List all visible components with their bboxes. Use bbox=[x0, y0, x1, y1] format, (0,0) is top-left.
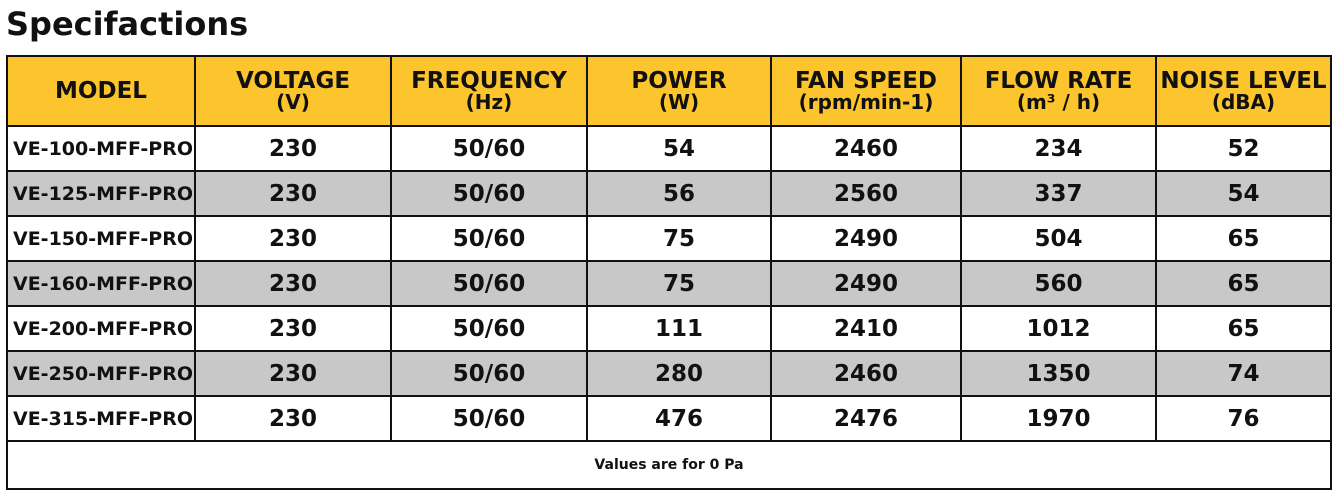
cell-noise-level: 76 bbox=[1155, 395, 1332, 442]
cell-flow-rate: 504 bbox=[960, 215, 1157, 262]
cell-model: VE-150-MFF-PRO bbox=[6, 215, 196, 262]
header-noise-level: NOISE LEVEL (dBA) bbox=[1155, 55, 1332, 127]
header-row: MODEL VOLTAGE (V) FREQUENCY (Hz) POWER (… bbox=[6, 55, 1332, 127]
header-label: VOLTAGE bbox=[235, 68, 351, 94]
header-frequency: FREQUENCY (Hz) bbox=[390, 55, 588, 127]
cell-frequency: 50/60 bbox=[390, 125, 588, 172]
cell-noise-level: 65 bbox=[1155, 215, 1332, 262]
cell-flow-rate: 1350 bbox=[960, 350, 1157, 397]
cell-power: 75 bbox=[586, 260, 772, 307]
header-label: FLOW RATE bbox=[984, 68, 1133, 94]
table-row: VE-160-MFF-PRO 230 50/60 75 2490 560 65 bbox=[6, 260, 1332, 307]
cell-fan-speed: 2560 bbox=[770, 170, 962, 217]
cell-power: 476 bbox=[586, 395, 772, 442]
cell-voltage: 230 bbox=[194, 170, 392, 217]
header-voltage: VOLTAGE (V) bbox=[194, 55, 392, 127]
cell-voltage: 230 bbox=[194, 125, 392, 172]
cell-power: 111 bbox=[586, 305, 772, 352]
cell-power: 280 bbox=[586, 350, 772, 397]
header-power: POWER (W) bbox=[586, 55, 772, 127]
cell-voltage: 230 bbox=[194, 395, 392, 442]
header-unit: (m³ / h) bbox=[1016, 90, 1101, 114]
cell-frequency: 50/60 bbox=[390, 215, 588, 262]
header-flow-rate: FLOW RATE (m³ / h) bbox=[960, 55, 1157, 127]
specifications-table: MODEL VOLTAGE (V) FREQUENCY (Hz) POWER (… bbox=[6, 55, 1332, 490]
cell-voltage: 230 bbox=[194, 305, 392, 352]
cell-frequency: 50/60 bbox=[390, 260, 588, 307]
page-title: Specifactions bbox=[6, 5, 249, 43]
table-row: VE-100-MFF-PRO 230 50/60 54 2460 234 52 bbox=[6, 125, 1332, 172]
table-row: VE-250-MFF-PRO 230 50/60 280 2460 1350 7… bbox=[6, 350, 1332, 397]
header-unit: (V) bbox=[276, 90, 310, 114]
header-unit: (Hz) bbox=[465, 90, 513, 114]
cell-fan-speed: 2490 bbox=[770, 215, 962, 262]
cell-fan-speed: 2460 bbox=[770, 350, 962, 397]
cell-model: VE-160-MFF-PRO bbox=[6, 260, 196, 307]
table-row: VE-200-MFF-PRO 230 50/60 111 2410 1012 6… bbox=[6, 305, 1332, 352]
cell-noise-level: 65 bbox=[1155, 260, 1332, 307]
cell-power: 75 bbox=[586, 215, 772, 262]
table-row: VE-315-MFF-PRO 230 50/60 476 2476 1970 7… bbox=[6, 395, 1332, 442]
table-row: VE-150-MFF-PRO 230 50/60 75 2490 504 65 bbox=[6, 215, 1332, 262]
header-label: MODEL bbox=[55, 78, 147, 104]
cell-frequency: 50/60 bbox=[390, 395, 588, 442]
cell-fan-speed: 2460 bbox=[770, 125, 962, 172]
cell-voltage: 230 bbox=[194, 260, 392, 307]
cell-model: VE-315-MFF-PRO bbox=[6, 395, 196, 442]
cell-flow-rate: 560 bbox=[960, 260, 1157, 307]
header-unit: (dBA) bbox=[1211, 90, 1276, 114]
header-fan-speed: FAN SPEED (rpm/min-1) bbox=[770, 55, 962, 127]
cell-power: 56 bbox=[586, 170, 772, 217]
cell-flow-rate: 337 bbox=[960, 170, 1157, 217]
cell-voltage: 230 bbox=[194, 215, 392, 262]
cell-flow-rate: 1012 bbox=[960, 305, 1157, 352]
cell-fan-speed: 2410 bbox=[770, 305, 962, 352]
cell-frequency: 50/60 bbox=[390, 350, 588, 397]
cell-frequency: 50/60 bbox=[390, 305, 588, 352]
cell-fan-speed: 2490 bbox=[770, 260, 962, 307]
cell-noise-level: 74 bbox=[1155, 350, 1332, 397]
cell-flow-rate: 234 bbox=[960, 125, 1157, 172]
header-label: FAN SPEED bbox=[794, 68, 938, 94]
header-unit: (rpm/min-1) bbox=[798, 90, 934, 114]
cell-model: VE-100-MFF-PRO bbox=[6, 125, 196, 172]
cell-frequency: 50/60 bbox=[390, 170, 588, 217]
cell-fan-speed: 2476 bbox=[770, 395, 962, 442]
cell-voltage: 230 bbox=[194, 350, 392, 397]
header-label: FREQUENCY bbox=[411, 68, 567, 94]
cell-flow-rate: 1970 bbox=[960, 395, 1157, 442]
header-label: POWER bbox=[631, 68, 727, 94]
cell-noise-level: 52 bbox=[1155, 125, 1332, 172]
header-label: NOISE LEVEL bbox=[1160, 68, 1327, 94]
cell-model: VE-200-MFF-PRO bbox=[6, 305, 196, 352]
cell-model: VE-250-MFF-PRO bbox=[6, 350, 196, 397]
cell-noise-level: 54 bbox=[1155, 170, 1332, 217]
header-unit: (W) bbox=[658, 90, 700, 114]
table-row: VE-125-MFF-PRO 230 50/60 56 2560 337 54 bbox=[6, 170, 1332, 217]
footnote-row: Values are for 0 Pa bbox=[6, 440, 1332, 490]
footnote: Values are for 0 Pa bbox=[6, 440, 1332, 490]
header-model: MODEL bbox=[6, 55, 196, 127]
cell-model: VE-125-MFF-PRO bbox=[6, 170, 196, 217]
cell-power: 54 bbox=[586, 125, 772, 172]
cell-noise-level: 65 bbox=[1155, 305, 1332, 352]
